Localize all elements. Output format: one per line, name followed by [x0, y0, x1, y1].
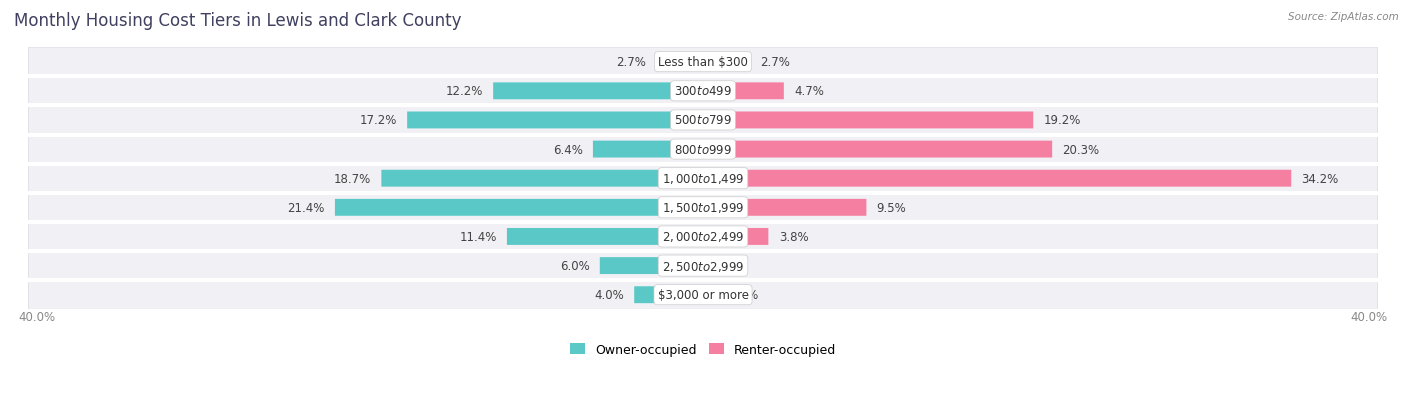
Text: 20.3%: 20.3%: [1063, 143, 1099, 156]
Text: 2.7%: 2.7%: [616, 56, 647, 69]
Text: 17.2%: 17.2%: [360, 114, 396, 127]
Text: 9.5%: 9.5%: [877, 202, 907, 214]
FancyBboxPatch shape: [703, 199, 866, 216]
FancyBboxPatch shape: [703, 287, 710, 304]
Text: 2.7%: 2.7%: [759, 56, 790, 69]
Text: $800 to $999: $800 to $999: [673, 143, 733, 156]
Text: 0.44%: 0.44%: [721, 289, 758, 301]
Text: 34.2%: 34.2%: [1302, 172, 1339, 185]
FancyBboxPatch shape: [28, 193, 1378, 222]
Text: Less than $300: Less than $300: [658, 56, 748, 69]
Text: 40.0%: 40.0%: [18, 310, 56, 323]
Text: 18.7%: 18.7%: [333, 172, 371, 185]
FancyBboxPatch shape: [703, 170, 1291, 187]
FancyBboxPatch shape: [408, 112, 703, 129]
FancyBboxPatch shape: [494, 83, 703, 100]
Text: $1,500 to $1,999: $1,500 to $1,999: [662, 201, 744, 215]
Text: 21.4%: 21.4%: [287, 202, 325, 214]
FancyBboxPatch shape: [703, 112, 1033, 129]
Text: 0.0%: 0.0%: [713, 259, 742, 273]
Text: Monthly Housing Cost Tiers in Lewis and Clark County: Monthly Housing Cost Tiers in Lewis and …: [14, 12, 461, 30]
Text: 12.2%: 12.2%: [446, 85, 482, 98]
Text: $2,000 to $2,499: $2,000 to $2,499: [662, 230, 744, 244]
Text: $300 to $499: $300 to $499: [673, 85, 733, 98]
FancyBboxPatch shape: [28, 222, 1378, 252]
Text: Source: ZipAtlas.com: Source: ZipAtlas.com: [1288, 12, 1399, 22]
FancyBboxPatch shape: [381, 170, 703, 187]
Legend: Owner-occupied, Renter-occupied: Owner-occupied, Renter-occupied: [565, 338, 841, 361]
FancyBboxPatch shape: [335, 199, 703, 216]
FancyBboxPatch shape: [657, 54, 703, 71]
Text: 3.8%: 3.8%: [779, 230, 808, 243]
Text: 6.4%: 6.4%: [553, 143, 582, 156]
Text: 6.0%: 6.0%: [560, 259, 589, 273]
Text: 19.2%: 19.2%: [1043, 114, 1081, 127]
FancyBboxPatch shape: [703, 141, 1052, 158]
FancyBboxPatch shape: [28, 48, 1378, 77]
FancyBboxPatch shape: [28, 106, 1378, 135]
FancyBboxPatch shape: [508, 228, 703, 245]
FancyBboxPatch shape: [28, 164, 1378, 193]
Text: 11.4%: 11.4%: [460, 230, 496, 243]
FancyBboxPatch shape: [28, 252, 1378, 280]
Text: $2,500 to $2,999: $2,500 to $2,999: [662, 259, 744, 273]
FancyBboxPatch shape: [634, 287, 703, 304]
FancyBboxPatch shape: [703, 228, 768, 245]
FancyBboxPatch shape: [600, 258, 703, 274]
Text: 40.0%: 40.0%: [1350, 310, 1388, 323]
FancyBboxPatch shape: [28, 280, 1378, 309]
FancyBboxPatch shape: [593, 141, 703, 158]
Text: $3,000 or more: $3,000 or more: [658, 289, 748, 301]
Text: $1,000 to $1,499: $1,000 to $1,499: [662, 172, 744, 186]
Text: 4.7%: 4.7%: [794, 85, 824, 98]
FancyBboxPatch shape: [703, 83, 783, 100]
Text: $500 to $799: $500 to $799: [673, 114, 733, 127]
FancyBboxPatch shape: [28, 77, 1378, 106]
FancyBboxPatch shape: [703, 54, 749, 71]
FancyBboxPatch shape: [28, 135, 1378, 164]
Text: 4.0%: 4.0%: [595, 289, 624, 301]
